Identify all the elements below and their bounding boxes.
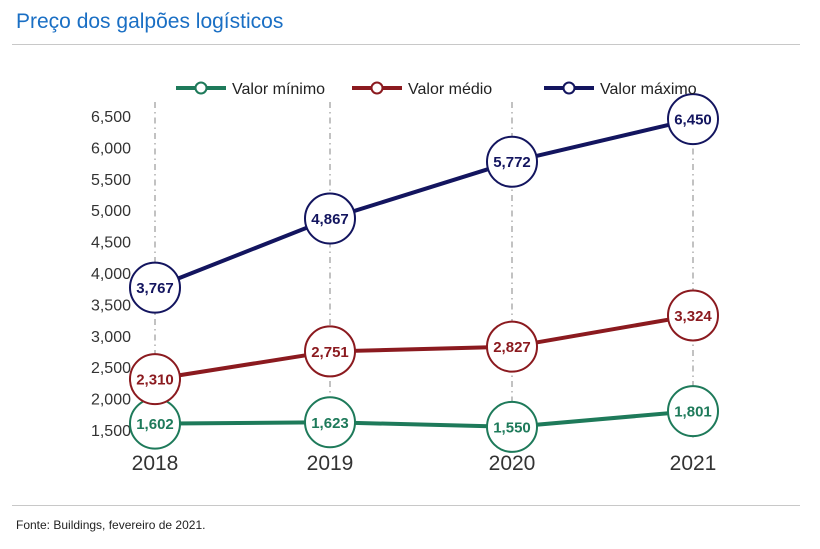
data-point (667, 385, 719, 438)
legend-marker-0 (194, 81, 208, 95)
data-label: 3,324 (674, 308, 712, 325)
x-tick-label: 2019 (307, 452, 354, 475)
legend-label: Valor máximo (600, 81, 697, 98)
data-point (304, 325, 356, 378)
data-point (304, 396, 356, 449)
data-point (486, 135, 538, 188)
legend-marker-2 (562, 81, 576, 95)
y-tick-label: 3,500 (91, 297, 131, 314)
y-tick-label: 5,500 (91, 172, 131, 189)
legend-label: Valor mínimo (232, 81, 325, 98)
y-tick-label: 4,000 (91, 266, 131, 283)
data-label: 2,310 (136, 372, 174, 389)
data-label: 5,772 (493, 154, 531, 171)
y-tick-label: 2,500 (91, 360, 131, 377)
source-note: Fonte: Buildings, fevereiro de 2021. (16, 518, 206, 532)
data-label: 1,550 (493, 419, 531, 436)
y-tick-label: 4,500 (91, 235, 131, 252)
x-tick-label: 2018 (132, 452, 179, 475)
data-label: 2,827 (493, 339, 531, 356)
series-line-1 (153, 313, 695, 382)
chart-title: Preço dos galpões logísticos (16, 10, 284, 33)
data-point (486, 320, 538, 373)
data-label: 4,867 (311, 211, 349, 228)
legend-marker-1 (370, 81, 384, 95)
data-point (486, 400, 538, 453)
top-divider (12, 44, 800, 45)
y-tick-label: 6,500 (91, 109, 131, 126)
y-tick-label: 3,000 (91, 329, 131, 346)
y-tick-label: 2,000 (91, 392, 131, 409)
series-line-2 (153, 117, 695, 290)
x-tick-label: 2020 (489, 452, 536, 475)
y-tick-label: 6,000 (91, 140, 131, 157)
data-label: 1,602 (136, 416, 174, 433)
bottom-divider (12, 505, 800, 506)
series-line-0 (153, 409, 695, 429)
data-point (129, 261, 181, 314)
data-label: 3,767 (136, 280, 174, 297)
data-label: 1,801 (674, 404, 712, 421)
data-label: 6,450 (674, 112, 712, 129)
data-point (667, 93, 719, 146)
y-tick-label: 5,000 (91, 203, 131, 220)
data-point (129, 353, 181, 406)
x-tick-label: 2021 (670, 452, 717, 475)
legend-label: Valor médio (408, 81, 492, 98)
data-label: 1,623 (311, 415, 349, 432)
data-point (667, 289, 719, 342)
data-point (304, 192, 356, 245)
y-tick-label: 1,500 (91, 423, 131, 440)
data-label: 2,751 (311, 344, 349, 361)
